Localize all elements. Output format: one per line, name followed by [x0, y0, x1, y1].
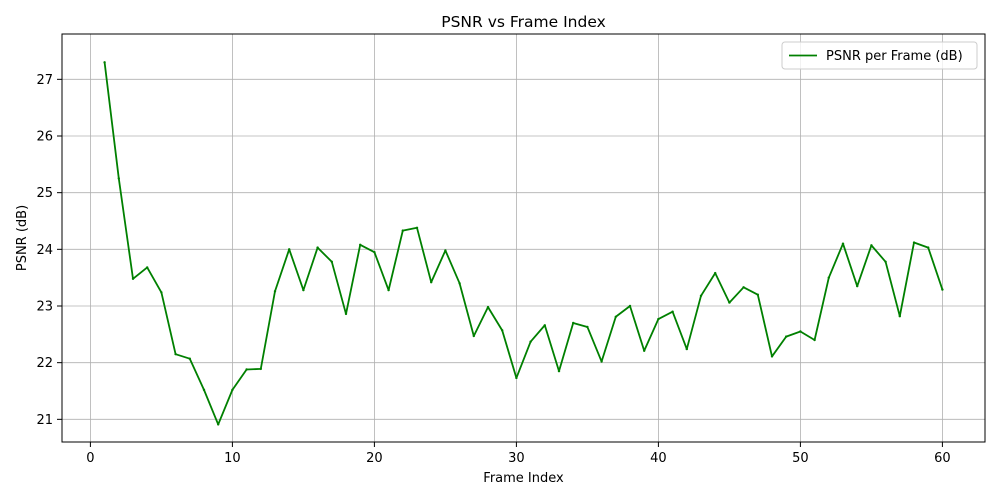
data-point	[770, 355, 774, 358]
data-point	[486, 305, 490, 309]
data-point	[728, 301, 731, 304]
data-point	[472, 334, 475, 338]
data-point	[756, 293, 759, 296]
data-point	[657, 317, 660, 321]
x-tick-label: 20	[366, 451, 383, 466]
y-tick-label: 27	[36, 73, 53, 88]
data-point	[941, 288, 944, 291]
data-point	[146, 266, 149, 269]
data-point	[245, 368, 248, 371]
data-point	[813, 338, 816, 342]
data-point	[515, 376, 518, 380]
y-tick-label: 24	[36, 243, 53, 258]
data-point	[430, 281, 433, 284]
x-tick-label: 10	[224, 451, 241, 466]
x-axis-ticks: 0 10 20 30 40 50 60	[86, 442, 951, 466]
x-axis-title: Frame Index	[483, 471, 564, 486]
data-point	[359, 243, 362, 246]
data-point	[288, 248, 291, 251]
grid-lines	[62, 34, 985, 442]
data-point	[117, 177, 121, 180]
data-point	[259, 367, 262, 371]
data-point	[543, 324, 546, 327]
data-point	[217, 423, 220, 426]
y-tick-label: 26	[36, 130, 53, 145]
data-point	[628, 304, 632, 308]
data-point	[174, 352, 177, 356]
data-point	[742, 286, 745, 289]
data-point	[856, 284, 859, 288]
data-point	[415, 226, 419, 229]
plot-area-frame	[61, 33, 986, 443]
y-tick-label: 23	[36, 300, 53, 315]
data-point	[316, 246, 319, 249]
data-point	[202, 388, 206, 392]
data-point	[373, 250, 376, 254]
x-tick-label: 50	[792, 451, 809, 466]
data-point	[344, 312, 348, 316]
data-point	[643, 349, 646, 352]
data-point	[685, 347, 688, 351]
y-axis-ticks: 21 22 23 24 25 26 27	[36, 73, 62, 428]
series-line	[103, 62, 944, 426]
chart-title: PSNR vs Frame Index	[441, 13, 606, 31]
x-tick-label: 0	[86, 451, 94, 466]
series-points	[103, 61, 944, 426]
data-point	[785, 335, 788, 338]
data-point	[401, 229, 404, 232]
data-point	[614, 315, 617, 318]
y-tick-label: 21	[36, 413, 53, 428]
data-point	[799, 330, 802, 333]
data-point	[827, 276, 830, 279]
data-point	[188, 357, 191, 360]
data-point	[557, 369, 561, 373]
data-point	[586, 325, 589, 329]
legend-label: PSNR per Frame (dB)	[826, 49, 963, 64]
x-tick-label: 60	[934, 451, 951, 466]
data-point	[699, 294, 703, 297]
data-point	[103, 61, 106, 64]
legend: PSNR per Frame (dB)	[781, 41, 978, 70]
data-point	[884, 260, 887, 263]
data-point	[671, 310, 674, 313]
data-point	[330, 260, 333, 263]
data-point	[273, 290, 277, 293]
data-point	[302, 288, 305, 292]
y-tick-label: 22	[36, 356, 53, 371]
data-point	[870, 244, 873, 247]
series-layer	[103, 61, 944, 426]
x-tick-label: 40	[650, 451, 667, 466]
data-point	[501, 329, 504, 332]
data-point	[912, 241, 916, 244]
data-point	[600, 360, 603, 363]
data-point	[458, 282, 461, 285]
data-point	[231, 388, 234, 392]
data-point	[131, 277, 135, 280]
data-point	[927, 246, 930, 249]
data-point	[714, 271, 717, 275]
data-point	[572, 321, 575, 325]
data-point	[444, 249, 447, 252]
x-tick-label: 30	[508, 451, 525, 466]
data-point	[529, 340, 532, 343]
data-point	[841, 242, 845, 245]
legend-box	[781, 41, 978, 70]
data-point	[387, 288, 390, 292]
data-point	[160, 291, 163, 294]
y-tick-label: 25	[36, 186, 53, 201]
y-axis-title: PSNR (dB)	[15, 205, 30, 271]
data-point	[898, 315, 901, 318]
